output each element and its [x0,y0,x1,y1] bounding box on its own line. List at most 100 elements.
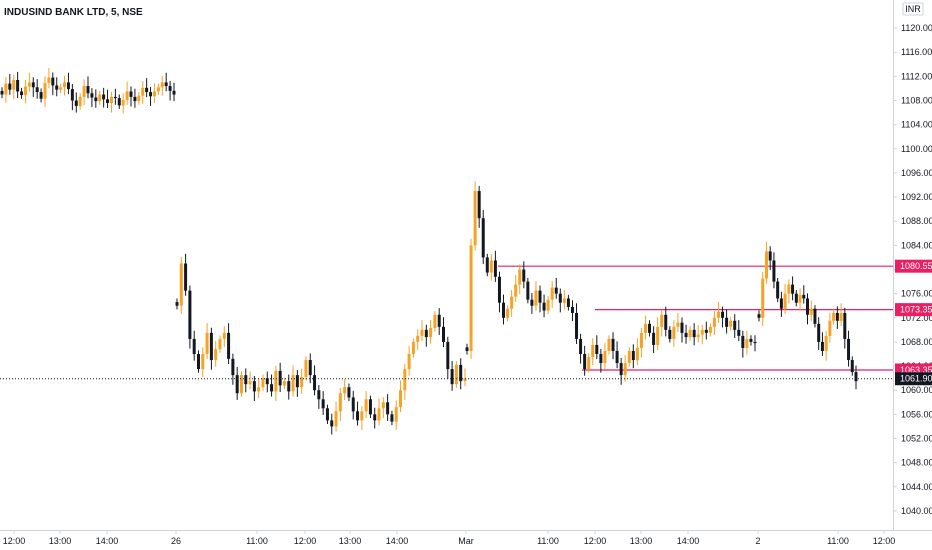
candle-body [684,332,688,338]
candle-body [295,375,299,388]
candle-0-41 [160,75,164,96]
candle-body [623,363,627,376]
candle-2-61 [712,311,716,335]
candle-body [274,370,278,392]
candle-1-21 [265,371,269,393]
candle-body [611,338,615,351]
candle-body [791,284,795,294]
candle-2-54 [684,324,688,344]
candle-2-65 [729,317,733,331]
price-tick-label: 1120.00 [901,23,932,33]
time-tick-label: 11:00 [246,536,268,546]
candle-body [51,77,55,86]
candle-3-19 [828,312,832,343]
candle-body [20,91,24,96]
candle-body [485,257,489,273]
time-tick-label: 13:00 [49,536,72,546]
currency-badge[interactable] [902,2,924,16]
candle-body [381,402,385,409]
candle-1-5 [196,350,200,373]
candle-body [129,91,133,97]
candle-body [8,83,12,90]
candle-0-39 [152,83,156,103]
candle-body [278,370,282,386]
candle-body [156,87,160,92]
candle-3-2 [764,241,768,284]
candle-2-26 [570,300,574,322]
candle-2-35 [607,335,611,355]
candle-body [192,338,196,354]
candle-body [308,360,312,376]
candle-body [847,338,851,361]
candle-3-3 [768,246,772,271]
candle-body [356,411,360,421]
price-tick-label: 1092.00 [901,192,932,202]
candle-body [244,375,248,385]
candle-3-26 [854,365,858,390]
candle-body [802,294,806,299]
candle-body [390,414,394,422]
candle-body [437,314,441,327]
candle-2-32 [595,335,599,360]
candle-body [179,263,183,306]
candle-3-17 [820,332,824,357]
candle-body [809,308,813,315]
candle-body [489,260,493,273]
candle-body [712,317,716,327]
candle-body [575,312,579,339]
candle-body [420,329,424,336]
candle-body [481,218,485,258]
candle-2-17 [534,280,538,311]
candle-body [477,191,481,219]
candle-1-48 [381,397,385,418]
candle-body [411,341,415,354]
candle-1-6 [201,347,205,378]
candle-3-12 [802,285,806,304]
candle-2-56 [692,323,696,346]
candle-body [733,320,737,330]
candle-1-35 [325,404,329,425]
candle-1-47 [377,398,381,426]
candle-body [813,308,817,324]
candle-body [265,378,269,385]
candle-body [184,263,188,291]
candle-2-2 [473,181,477,251]
price-tick-label: 1076.00 [901,289,932,299]
candle-body [450,369,454,385]
candle-1-13 [231,353,235,385]
candle-0-21 [82,79,86,106]
candle-body [373,414,377,421]
candle-2-19 [542,294,546,318]
candle-2-67 [737,320,741,342]
candle-0-17 [66,72,70,95]
candle-2-8 [497,271,501,313]
candle-body [745,338,749,348]
candle-2-5 [485,253,489,277]
candle-1-3 [188,285,192,349]
candle-body [631,350,635,361]
candle-3-15 [813,305,817,328]
candle-body [35,87,39,93]
candle-2-11 [510,290,514,317]
candle-body [113,96,117,99]
candle-1-57 [420,320,424,342]
candle-0-10 [39,88,43,103]
candle-body [776,281,780,299]
candle-body [23,86,27,96]
candle-body [407,354,411,370]
candle-body [125,91,129,100]
candle-2-66 [733,314,737,339]
candle-body [325,408,329,421]
candle-body [4,83,8,95]
candle-2-46 [652,326,656,354]
candle-body [347,387,351,398]
candle-body [98,94,102,102]
candle-body [820,341,824,351]
candle-body [59,87,63,90]
time-axis[interactable]: 12:00 13:00 14:00 26 11:00 12:00 13:00 14:00 Mar… [3,530,896,546]
candle-0-3 [12,74,16,100]
candle-body [235,375,239,394]
candle-body [137,95,141,102]
